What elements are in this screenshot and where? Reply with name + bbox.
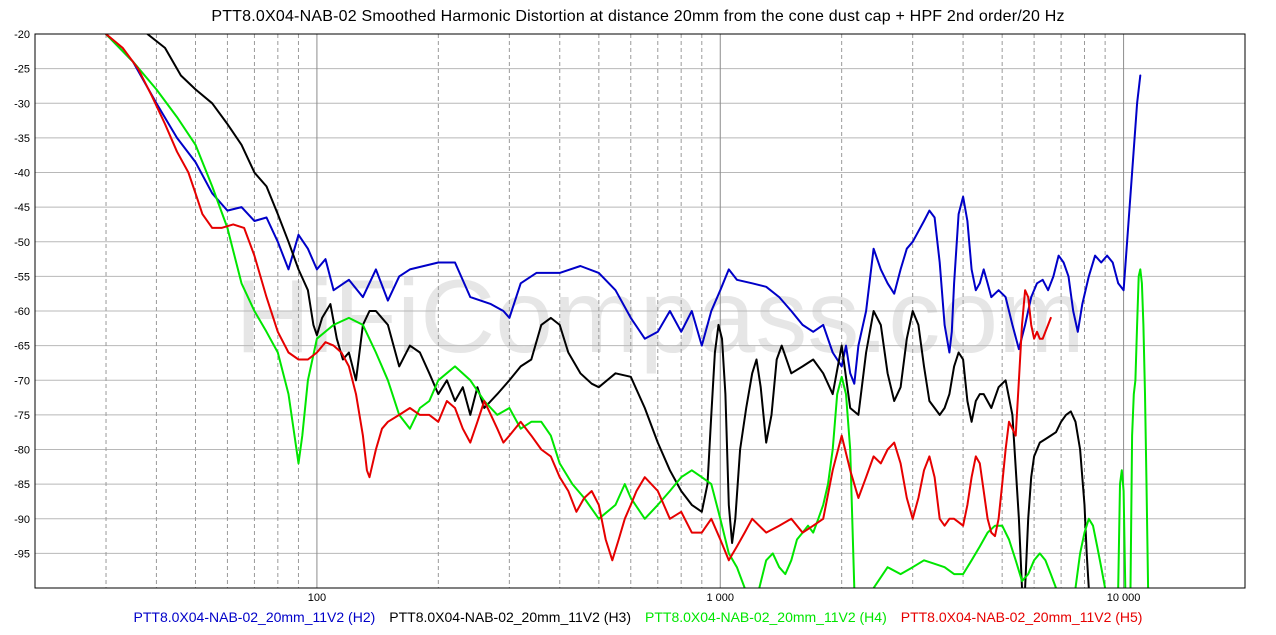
legend-entry: PTT8.0X04-NAB-02_20mm_11V2 (H4) [645,609,887,625]
y-tick-label: -90 [14,514,30,526]
x-tick-label: 10 000 [1107,592,1141,604]
series-lines [105,34,1150,588]
series-line-9 [105,34,1052,562]
y-tick-label: -65 [14,341,30,353]
y-tick-label: -95 [14,548,30,560]
series-line-6 [1074,517,1107,588]
y-tick-label: -45 [14,202,30,214]
legend-entry: PTT8.0X04-NAB-02_20mm_11V2 (H2) [133,609,376,625]
x-axis-ticks: 100 1 000 10 000 [308,592,1141,604]
series-line-8 [1129,268,1150,588]
plot-frame [34,33,1246,589]
series-line-4 [758,375,856,588]
chart-title: PTT8.0X04-NAB-02 Smoothed Harmonic Disto… [211,8,1065,25]
y-tick-label: -30 [14,98,30,110]
legend: PTT8.0X04-NAB-02_20mm_11V2 (H2) PTT8.0X04… [0,609,1276,625]
x-tick-label: 1 000 [706,592,734,604]
series-line-0 [105,34,1142,385]
y-tick-label: -75 [14,410,30,422]
legend-entry: PTT8.0X04-NAB-02_20mm_11V2 (H3) [389,609,631,625]
y-tick-label: -70 [14,375,30,387]
y-tick-label: -20 [14,29,30,41]
series-line-3 [105,34,746,588]
y-tick-label: -55 [14,271,30,283]
series-line-2 [1024,410,1090,588]
y-axis-ticks: -20 -25 -30 -35 -40 -45 -50 -55 -60 -65 -70 -75 -80 -… [14,29,30,560]
y-tick-label: -40 [14,168,30,180]
y-tick-label: -25 [14,64,30,76]
series-line-5 [872,524,1057,588]
x-tick-label: 100 [308,592,326,604]
grid [35,34,1245,588]
y-tick-label: -85 [14,479,30,491]
y-tick-label: -80 [14,445,30,457]
y-tick-label: -35 [14,133,30,145]
series-line-7 [1117,469,1127,588]
y-tick-label: -60 [14,306,30,318]
y-tick-label: -50 [14,237,30,249]
plot-border [34,33,1246,589]
legend-entry: PTT8.0X04-NAB-02_20mm_11V2 (H5) [900,609,1143,625]
